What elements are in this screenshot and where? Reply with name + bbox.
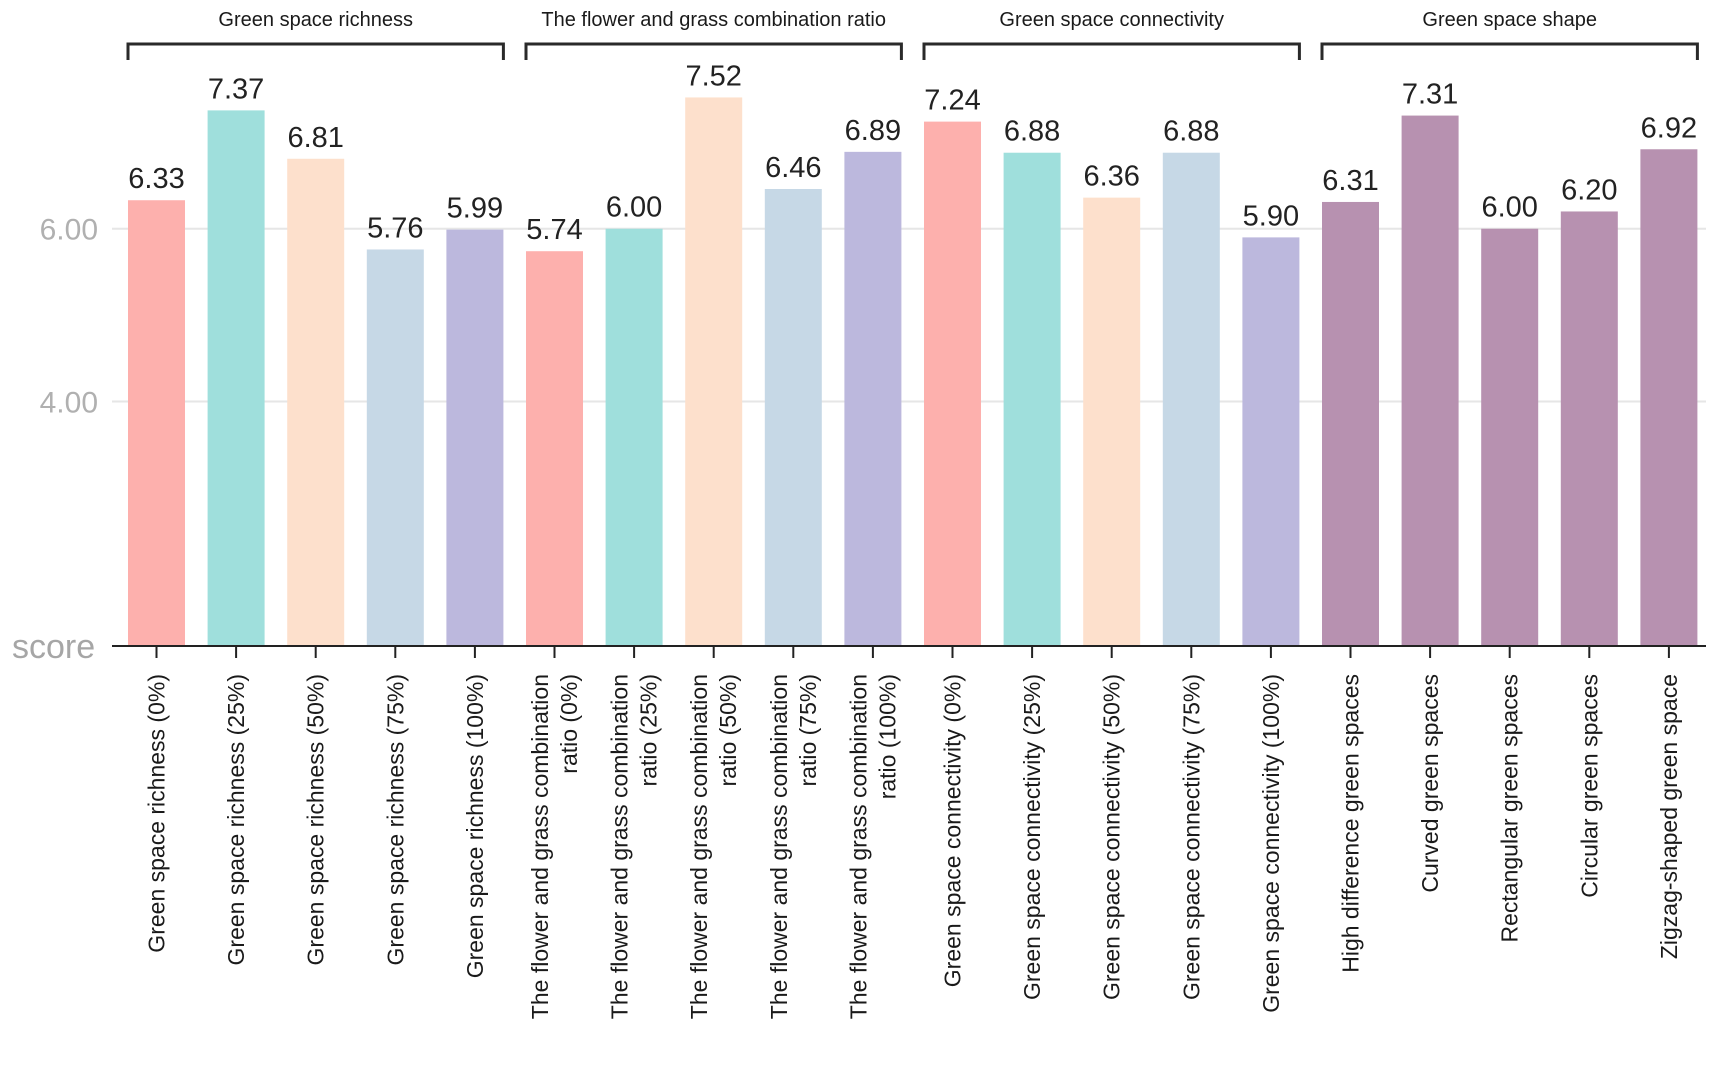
bar-value-label: 6.46 bbox=[765, 152, 821, 184]
bar bbox=[446, 229, 504, 646]
x-category-label: Rectangular green spaces bbox=[1497, 674, 1523, 943]
bar bbox=[764, 189, 822, 646]
x-category-label: The flower and grass combination bbox=[845, 674, 871, 1019]
x-category-label: Zigzag-shaped green space bbox=[1656, 674, 1682, 959]
group-bracket bbox=[524, 42, 903, 60]
bar bbox=[1640, 149, 1698, 646]
bar bbox=[685, 97, 743, 647]
bar-value-label: 5.74 bbox=[526, 214, 582, 246]
bar-value-label: 5.76 bbox=[367, 212, 423, 244]
x-category-label: ratio (25%) bbox=[636, 674, 662, 786]
group-title: Green space connectivity bbox=[999, 9, 1224, 31]
x-category-label: High difference green spaces bbox=[1338, 674, 1364, 973]
y-axis-label: score bbox=[12, 628, 95, 666]
x-category-label: The flower and grass combination bbox=[766, 674, 792, 1019]
bar bbox=[1481, 228, 1539, 646]
x-category-label: Green space richness (75%) bbox=[382, 674, 408, 965]
bar-value-label: 6.33 bbox=[128, 163, 184, 195]
bar bbox=[366, 249, 424, 647]
x-category-label: Curved green spaces bbox=[1417, 674, 1443, 893]
bar-value-label: 5.99 bbox=[447, 193, 503, 225]
bar bbox=[844, 151, 902, 646]
bar-value-label: 7.24 bbox=[924, 85, 980, 117]
x-category-label: ratio (100%) bbox=[874, 674, 900, 799]
x-category-label: Green space connectivity (75%) bbox=[1178, 674, 1204, 1000]
bar bbox=[1083, 197, 1141, 646]
group-title: Green space shape bbox=[1422, 9, 1597, 31]
x-category-label: Green space richness (50%) bbox=[303, 674, 329, 965]
x-category-label: ratio (75%) bbox=[795, 674, 821, 786]
x-category-label: Green space richness (0%) bbox=[144, 674, 170, 953]
bar-value-label: 6.20 bbox=[1561, 174, 1617, 206]
x-category-label: Green space richness (25%) bbox=[223, 674, 249, 965]
bar bbox=[1242, 237, 1300, 646]
group-bracket bbox=[922, 42, 1301, 60]
group-title: Green space richness bbox=[218, 9, 413, 31]
bar-value-label: 5.90 bbox=[1243, 200, 1299, 232]
bar-value-label: 6.00 bbox=[606, 192, 662, 224]
group-bracket bbox=[126, 42, 505, 60]
bar bbox=[1322, 201, 1379, 646]
group-bracket bbox=[1320, 42, 1699, 60]
bar-value-label: 6.88 bbox=[1163, 116, 1219, 148]
x-category-label: The flower and grass combination bbox=[527, 674, 553, 1019]
x-category-label: The flower and grass combination bbox=[607, 674, 633, 1019]
x-category-label: The flower and grass combination bbox=[686, 674, 712, 1019]
group-title: The flower and grass combination ratio bbox=[541, 9, 886, 31]
bar-value-label: 6.92 bbox=[1641, 112, 1697, 144]
bar-value-label: 6.89 bbox=[845, 115, 901, 147]
bar bbox=[1401, 115, 1459, 646]
bar bbox=[1003, 152, 1061, 646]
bar-value-label: 6.88 bbox=[1004, 116, 1060, 148]
bar-value-label: 6.36 bbox=[1083, 161, 1139, 193]
bar bbox=[128, 200, 185, 646]
x-category-label: Green space connectivity (25%) bbox=[1019, 674, 1045, 1000]
bar bbox=[207, 110, 265, 646]
bar bbox=[1162, 152, 1220, 646]
bar-value-label: 6.00 bbox=[1481, 192, 1537, 224]
bar-value-label: 6.31 bbox=[1322, 165, 1378, 197]
bar-value-label: 7.52 bbox=[685, 60, 741, 92]
x-category-label: ratio (50%) bbox=[715, 674, 741, 786]
x-category-label: Green space connectivity (100%) bbox=[1258, 674, 1284, 1013]
bar bbox=[924, 121, 981, 646]
x-category-label: Green space richness (100%) bbox=[462, 674, 488, 978]
x-category-label: ratio (0%) bbox=[556, 674, 582, 774]
bar bbox=[526, 251, 583, 646]
x-category-label: Green space connectivity (0%) bbox=[940, 674, 966, 987]
x-category-label: Circular green spaces bbox=[1576, 674, 1602, 898]
bar bbox=[287, 158, 345, 646]
y-tick-label: 4.00 bbox=[40, 387, 98, 420]
bar bbox=[1560, 211, 1618, 647]
bar-value-label: 7.31 bbox=[1402, 79, 1458, 111]
y-tick-label: 6.00 bbox=[40, 214, 98, 247]
bar-value-label: 6.81 bbox=[287, 122, 343, 154]
bar-value-label: 7.37 bbox=[208, 73, 264, 105]
x-category-label: Green space connectivity (50%) bbox=[1099, 674, 1125, 1000]
bar bbox=[605, 228, 663, 646]
